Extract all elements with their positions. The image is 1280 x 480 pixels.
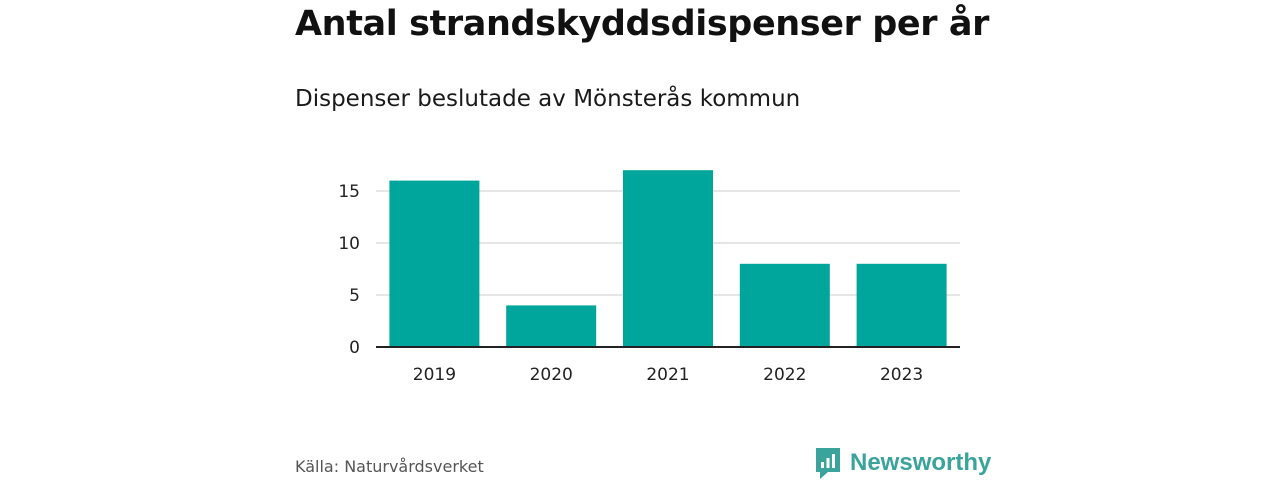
brand-logo: Newsworthy <box>814 446 991 480</box>
x-tick-label: 2019 <box>413 365 456 385</box>
x-tick-label: 2022 <box>763 365 806 385</box>
bar-2022 <box>739 263 830 347</box>
x-tick-label: 2023 <box>880 365 923 385</box>
chart-subtitle: Dispenser beslutade av Mönsterås kommun <box>295 86 801 112</box>
y-tick-label: 0 <box>349 338 360 358</box>
source-note: Källa: Naturvårdsverket <box>295 457 484 476</box>
y-axis-ticks: 0 5 10 15 <box>338 182 360 358</box>
bar-2023 <box>856 263 947 347</box>
bar-2021 <box>623 170 713 347</box>
chart-title: Antal strandskyddsdispenser per år <box>295 4 989 44</box>
x-axis-ticks: 2019 2020 2021 2022 2023 <box>413 365 923 385</box>
bar-chart: 0 5 10 15 2019 2020 2021 2022 2023 <box>338 170 960 385</box>
x-tick-label: 2020 <box>530 365 573 385</box>
brand-name: Newsworthy <box>850 449 992 476</box>
y-tick-label: 15 <box>338 182 360 202</box>
y-tick-label: 10 <box>338 234 360 254</box>
bar-2020 <box>506 305 597 347</box>
newsworthy-logo-icon <box>816 448 840 479</box>
x-tick-label: 2021 <box>646 365 689 385</box>
bar-2019 <box>389 180 480 347</box>
y-tick-label: 5 <box>349 286 360 306</box>
bars <box>389 170 947 347</box>
